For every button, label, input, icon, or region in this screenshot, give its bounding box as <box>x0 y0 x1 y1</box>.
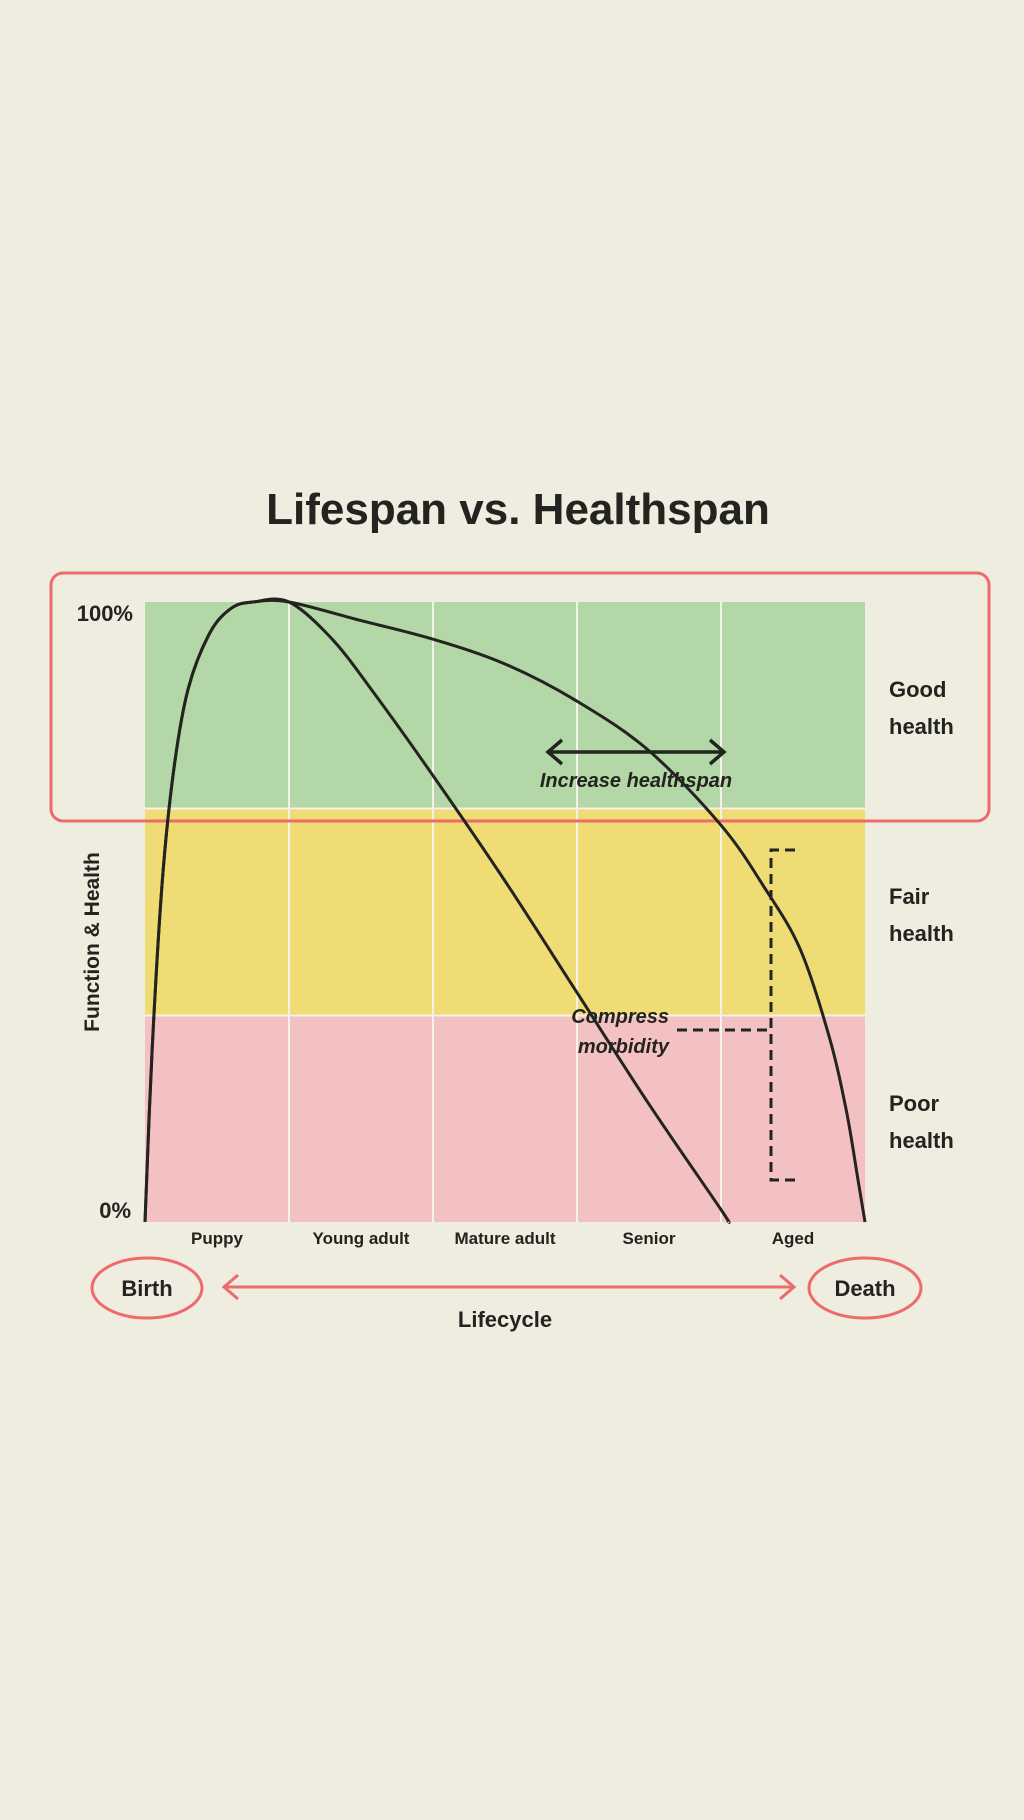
zone-label-0-0: Good <box>889 677 946 702</box>
zone-2 <box>145 1015 865 1222</box>
stage-label-0: Puppy <box>191 1229 243 1248</box>
y-axis-label: Function & Health <box>81 852 104 1032</box>
stage-label-2: Mature adult <box>454 1229 555 1248</box>
stage-label-1: Young adult <box>313 1229 410 1248</box>
zone-1 <box>145 808 865 1016</box>
x-axis-label: Lifecycle <box>458 1307 552 1332</box>
increase-healthspan-label: Increase healthspan <box>540 770 732 792</box>
curves <box>143 597 867 1224</box>
zone-label-1-1: health <box>889 921 954 946</box>
lifecycle-arrow <box>221 1273 797 1301</box>
health-zones <box>145 602 865 1222</box>
stage-label-4: Aged <box>772 1229 815 1248</box>
zone-label-1-0: Fair <box>889 884 930 909</box>
zone-labels: Good health Fair health Poor health <box>889 677 954 1153</box>
y-tick-100: 100% <box>77 601 133 626</box>
zone-0 <box>145 602 865 809</box>
stage-labels: Puppy Young adult Mature adult Senior Aged <box>191 1229 814 1248</box>
series-line-1 <box>143 598 867 1223</box>
zone-label-0-1: health <box>889 714 954 739</box>
birth-ellipse <box>90 1256 204 1320</box>
zone-label-2-0: Poor <box>889 1091 940 1116</box>
zone-label-2-1: health <box>889 1128 954 1153</box>
compress-morbidity-label-2: morbidity <box>578 1036 670 1058</box>
death-ellipse <box>807 1256 923 1320</box>
compress-morbidity-label-1: Compress <box>571 1006 669 1028</box>
stage-label-3: Senior <box>623 1229 676 1248</box>
stage-gridlines <box>145 602 865 1222</box>
good-health-highlight-box <box>49 571 991 823</box>
death-label: Death <box>834 1276 895 1301</box>
y-tick-0: 0% <box>99 1198 131 1223</box>
increase-healthspan-arrow <box>545 738 727 766</box>
birth-label: Birth <box>121 1276 172 1301</box>
chart-title: Lifespan vs. Healthspan <box>266 485 770 534</box>
